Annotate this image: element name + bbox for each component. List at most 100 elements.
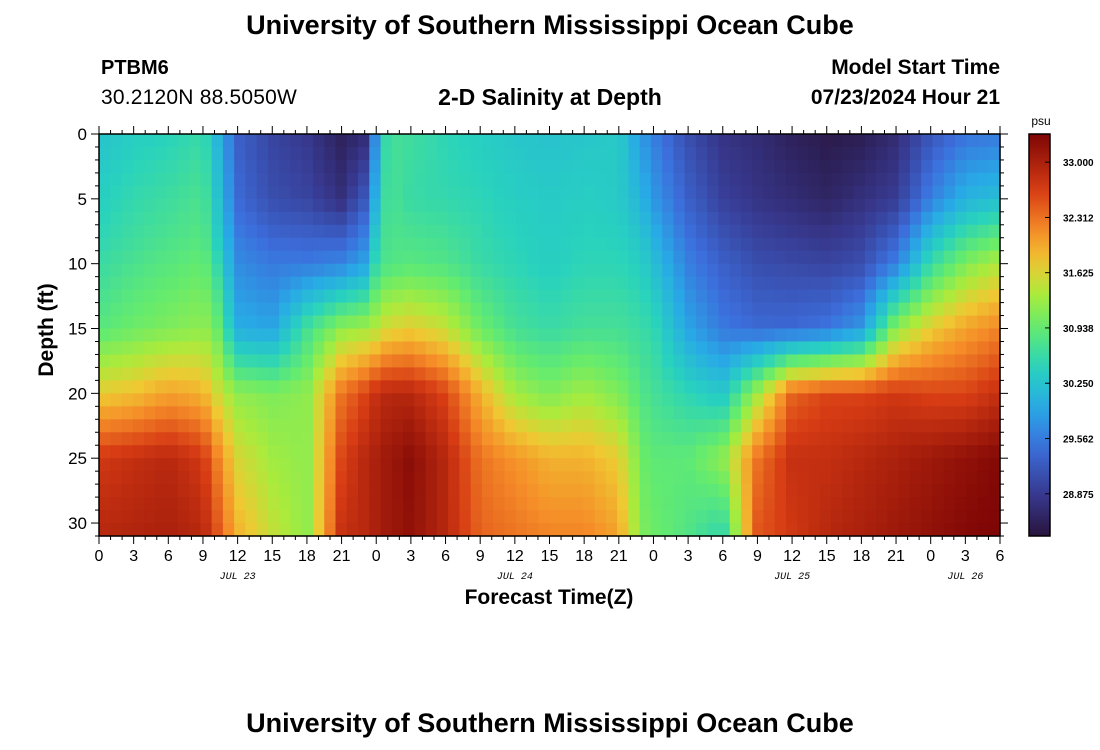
heatmap-cell: [842, 510, 855, 524]
heatmap-cell: [842, 393, 855, 407]
heatmap-cell: [740, 523, 753, 537]
heatmap-cell: [786, 263, 798, 278]
heatmap-cell: [335, 523, 348, 537]
heatmap-cell: [752, 237, 765, 252]
heatmap-cell: [572, 134, 584, 148]
heatmap-cell: [414, 419, 427, 433]
heatmap-cell: [752, 484, 765, 498]
heatmap-cell: [583, 484, 596, 498]
heatmap-cell: [943, 328, 956, 343]
heatmap-cell: [594, 224, 607, 239]
heatmap-cell: [425, 315, 438, 330]
heatmap-cell: [707, 419, 720, 433]
heatmap-cell: [538, 302, 551, 317]
heatmap-cell: [583, 497, 596, 511]
heatmap-cell: [617, 250, 629, 265]
heatmap-cell: [403, 380, 415, 394]
heatmap-cell: [414, 341, 427, 356]
heatmap-cell: [425, 302, 438, 317]
heatmap-cell: [470, 471, 483, 485]
heatmap-cell: [200, 250, 213, 265]
heatmap-cell: [121, 302, 134, 317]
heatmap-cell: [853, 341, 866, 356]
heatmap-cell: [459, 159, 472, 174]
heatmap-cell: [155, 484, 168, 498]
heatmap-cell: [166, 419, 179, 433]
heatmap-cell: [358, 471, 370, 485]
heatmap-cell: [628, 471, 641, 485]
heatmap-cell: [639, 146, 652, 161]
heatmap-cell: [876, 159, 888, 174]
heatmap-cell: [617, 523, 629, 537]
heatmap-cell: [312, 406, 325, 420]
heatmap-cell: [876, 523, 888, 537]
heatmap-cell: [380, 211, 393, 226]
heatmap-cell: [470, 484, 483, 498]
heatmap-cell: [312, 302, 325, 317]
heatmap-cell: [819, 432, 832, 446]
heatmap-cell: [617, 315, 629, 330]
heatmap-cell: [470, 419, 483, 433]
heatmap-cell: [628, 523, 641, 537]
heatmap-cell: [786, 146, 798, 161]
heatmap-cell: [189, 445, 201, 459]
heatmap-cell: [403, 237, 415, 252]
heatmap-cell: [740, 159, 753, 174]
heatmap-cell: [943, 484, 956, 498]
heatmap-cell: [549, 458, 562, 472]
heatmap-cell: [380, 159, 393, 174]
heatmap-cell: [864, 250, 877, 265]
heatmap-cell: [966, 484, 979, 498]
heatmap-cell: [718, 458, 731, 472]
heatmap-cell: [538, 134, 551, 148]
heatmap-cell: [572, 354, 584, 369]
heatmap-cell: [662, 354, 674, 369]
heatmap-cell: [526, 185, 539, 200]
heatmap-cell: [369, 211, 382, 226]
heatmap-cell: [245, 471, 258, 485]
heatmap-cell: [977, 406, 990, 420]
heatmap-cell: [898, 367, 911, 381]
heatmap-cell: [662, 172, 674, 187]
heatmap-cell: [763, 224, 776, 239]
heatmap-cell: [110, 211, 123, 226]
heatmap-cell: [639, 263, 652, 278]
heatmap-cell: [673, 237, 686, 252]
heatmap-cell: [459, 393, 472, 407]
heatmap-cell: [504, 237, 517, 252]
heatmap-cell: [662, 289, 674, 304]
heatmap-cell: [245, 185, 258, 200]
heatmap-cell: [831, 354, 843, 369]
heatmap-cell: [166, 224, 179, 239]
heatmap-cell: [876, 315, 888, 330]
y-tick-label: 15: [68, 320, 87, 339]
heatmap-cell: [808, 497, 821, 511]
heatmap-cell: [110, 471, 123, 485]
heatmap-cell: [380, 380, 393, 394]
heatmap-cell: [200, 406, 213, 420]
heatmap-cell: [988, 341, 1001, 356]
heatmap-cell: [234, 198, 247, 213]
heatmap-cell: [718, 250, 731, 265]
heatmap-cell: [121, 328, 134, 343]
heatmap-cell: [887, 523, 900, 537]
heatmap-cell: [943, 302, 956, 317]
heatmap-cell: [988, 380, 1001, 394]
heatmap-cell: [819, 237, 832, 252]
heatmap-cell: [279, 224, 292, 239]
heatmap-cell: [786, 211, 798, 226]
heatmap-cell: [335, 367, 348, 381]
heatmap-cell: [200, 263, 213, 278]
heatmap-cell: [324, 289, 337, 304]
heatmap-cell: [639, 224, 652, 239]
heatmap-cell: [864, 406, 877, 420]
heatmap-cell: [144, 237, 156, 252]
heatmap-cell: [99, 315, 111, 330]
bottom-title: University of Southern Mississippi Ocean…: [246, 708, 854, 738]
heatmap-cell: [988, 315, 1001, 330]
heatmap-cell: [414, 185, 427, 200]
heatmap-cell: [662, 367, 674, 381]
heatmap-cell: [526, 458, 539, 472]
heatmap-cell: [99, 224, 111, 239]
heatmap-cell: [200, 134, 213, 148]
